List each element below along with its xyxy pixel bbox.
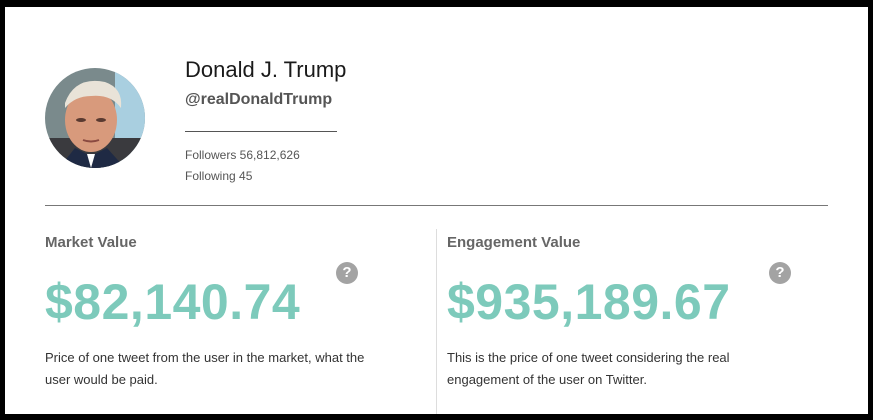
engagement-value-title: Engagement Value: [447, 234, 581, 251]
profile-handle[interactable]: @realDonaldTrump: [185, 91, 333, 108]
market-value-amount: $82,140.74: [45, 274, 301, 330]
market-value-description: Price of one tweet from the user in the …: [45, 350, 365, 387]
section-divider: [45, 205, 828, 206]
engagement-help-icon[interactable]: ?: [769, 262, 791, 284]
column-divider: [436, 229, 437, 414]
followers-count: Followers 56,812,626: [185, 148, 300, 162]
engagement-value-description: This is the price of one tweet consideri…: [447, 350, 730, 387]
name-divider: [185, 131, 337, 132]
profile-name: Donald J. Trump: [185, 57, 347, 82]
profile-card: Donald J. Trump @realDonaldTrump Followe…: [5, 7, 868, 414]
profile-photo-icon: [45, 68, 145, 168]
market-value-title: Market Value: [45, 234, 137, 251]
engagement-value-amount: $935,189.67: [447, 274, 731, 330]
following-count: Following 45: [185, 169, 253, 183]
market-help-icon[interactable]: ?: [336, 262, 358, 284]
avatar: [45, 68, 145, 168]
